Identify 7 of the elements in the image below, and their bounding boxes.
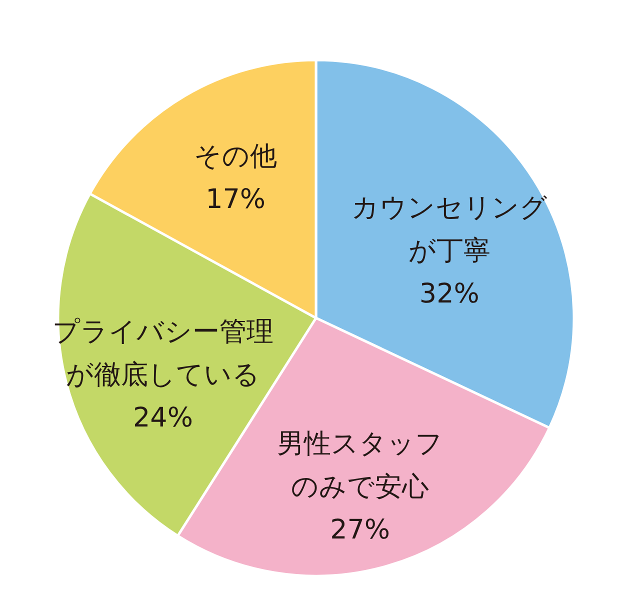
slice-label: カウンセリングが丁寧 [351, 192, 548, 266]
slice-label: その他 [194, 141, 278, 172]
data-label: 24% [132, 402, 193, 434]
slice-label: 男性スタッフのみで安心 [277, 428, 444, 503]
data-label: 27% [330, 514, 390, 546]
data-label: 17% [206, 184, 266, 216]
data-label: 32% [419, 278, 480, 310]
